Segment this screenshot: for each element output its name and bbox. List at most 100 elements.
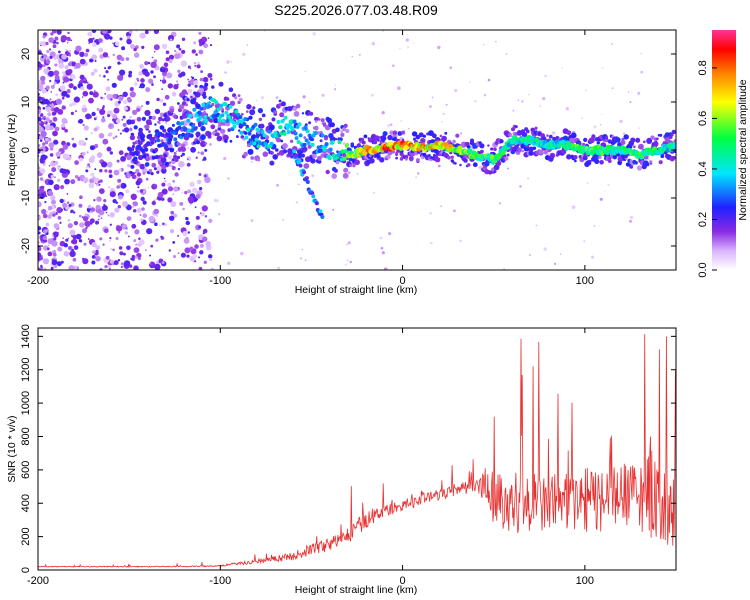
spectrogram-cell bbox=[118, 231, 121, 234]
spectrogram-cell bbox=[121, 46, 126, 51]
spectrogram-cell bbox=[204, 174, 207, 178]
spectrogram-cell bbox=[43, 163, 46, 167]
snr-x-ticks: -200 -100 0 100 bbox=[27, 328, 594, 587]
spectrogram-cell bbox=[139, 214, 142, 216]
spectrogram-cell bbox=[389, 130, 394, 135]
spectrogram-cell bbox=[418, 132, 424, 138]
spectrogram-cell bbox=[57, 166, 61, 171]
spectrogram-cell bbox=[103, 75, 106, 78]
spectrogram-cell bbox=[119, 183, 122, 186]
spectrogram-cell bbox=[91, 42, 97, 48]
spectrogram-cell bbox=[113, 260, 119, 266]
spectrogram-cell bbox=[204, 82, 209, 87]
spectrogram-cell bbox=[619, 119, 623, 123]
spectrogram-cell bbox=[86, 81, 89, 84]
spectrogram-cell bbox=[248, 115, 253, 120]
spectrogram-cell bbox=[73, 245, 79, 250]
spectrogram-cell bbox=[185, 216, 189, 221]
spectrogram-ridge-cell bbox=[169, 134, 174, 139]
spectrogram-cell bbox=[340, 130, 344, 133]
spectrogram-ridge-cell bbox=[148, 133, 153, 138]
spectrogram-cell bbox=[151, 200, 156, 206]
spectrogram-cell bbox=[370, 93, 374, 97]
spectrogram-cell bbox=[594, 158, 600, 164]
spectrogram-cell bbox=[565, 107, 569, 111]
spectrogram-cell bbox=[405, 38, 409, 42]
spectrogram-cell bbox=[97, 214, 101, 218]
spectrogram-cell bbox=[41, 41, 47, 47]
spectrogram-cell bbox=[637, 91, 641, 95]
spectrogram-cell bbox=[659, 133, 663, 137]
spectrogram-cell bbox=[101, 205, 108, 211]
spectrogram-cell bbox=[82, 90, 89, 97]
spectrogram-cell bbox=[89, 166, 91, 169]
spectrogram-cell bbox=[204, 176, 211, 184]
spectrogram-ridge-cell bbox=[155, 132, 160, 137]
spectrogram-cell bbox=[653, 141, 659, 147]
spectrogram-cell bbox=[118, 150, 124, 156]
spectrogram-cell bbox=[444, 131, 448, 135]
spectrogram-cell bbox=[208, 218, 213, 223]
spectrogram-cell bbox=[48, 119, 53, 124]
spectrogram-cell bbox=[447, 155, 451, 160]
spectrogram-cell bbox=[69, 250, 76, 257]
spectrogram-x-ticks: -200 -100 0 100 bbox=[27, 30, 594, 287]
spectrogram-cell bbox=[363, 134, 368, 139]
spectrogram-cell bbox=[63, 243, 68, 248]
spectrogram-cell bbox=[151, 83, 154, 86]
spectrogram-cell bbox=[100, 217, 103, 220]
spectrogram-cell bbox=[301, 112, 305, 115]
spectrogram-ridge-cell bbox=[297, 122, 302, 127]
spectrogram-cell bbox=[242, 52, 246, 57]
spectrogram-cell bbox=[67, 69, 73, 74]
spectrogram-cell bbox=[72, 257, 77, 262]
spectrogram-cell bbox=[612, 155, 617, 160]
spectrogram-cell bbox=[134, 229, 140, 235]
spectrogram-cell bbox=[122, 91, 128, 98]
spectrogram-ridge-cell bbox=[224, 110, 229, 115]
spectrogram-cell bbox=[98, 47, 104, 53]
spectrogram-cell bbox=[113, 169, 120, 176]
spectrogram-cell bbox=[42, 258, 50, 265]
spectrogram-cell bbox=[139, 189, 144, 193]
spectrogram-ridge-cell bbox=[201, 102, 206, 107]
spectrogram-cell bbox=[78, 214, 82, 218]
spectrogram-cell bbox=[93, 127, 98, 132]
spectrogram-cell bbox=[224, 71, 227, 74]
spectrogram-cell bbox=[658, 160, 663, 165]
spectrogram-cell bbox=[149, 262, 152, 265]
spectrogram-cell bbox=[93, 68, 98, 73]
spectrogram-cell bbox=[214, 103, 221, 109]
spectrogram-cell bbox=[387, 134, 393, 141]
spectrogram-cell bbox=[223, 156, 227, 161]
spectrogram-cell bbox=[160, 235, 163, 238]
spectrogram-cell bbox=[92, 37, 95, 40]
spectrogram-cell bbox=[347, 171, 351, 174]
spectrogram-cell bbox=[39, 79, 41, 82]
spectrogram-cell bbox=[43, 68, 50, 75]
spectrogram-cell bbox=[107, 186, 111, 189]
snr-x-tick-label: -200 bbox=[27, 575, 49, 587]
spectrogram-cell bbox=[49, 55, 53, 60]
spectrogram-ridge-cell bbox=[173, 137, 178, 142]
spectrogram-cell bbox=[131, 45, 135, 48]
spectrogram-cell bbox=[105, 86, 111, 92]
spectrogram-cell bbox=[528, 93, 530, 96]
spectrogram-cell bbox=[335, 127, 340, 133]
spectrogram-cell bbox=[38, 50, 42, 55]
spectrogram-cell bbox=[202, 228, 208, 234]
spectrogram-cell bbox=[361, 140, 366, 145]
spectrogram-ridge-cell bbox=[305, 129, 310, 134]
spectrogram-cell bbox=[483, 94, 487, 97]
spectrogram-cell bbox=[161, 168, 167, 174]
spectrogram-ridge-cell bbox=[138, 141, 143, 146]
spectrogram-ridge-cell bbox=[190, 128, 195, 133]
spectrogram-cell bbox=[162, 222, 165, 226]
spectrogram-cell bbox=[227, 128, 231, 132]
figure-title: S225.2026.077.03.48.R09 bbox=[274, 2, 438, 18]
spectrogram-cell bbox=[395, 156, 398, 160]
spectrogram-cell bbox=[194, 244, 199, 249]
spectrogram-cell bbox=[56, 30, 62, 35]
spectrogram-cell bbox=[582, 155, 588, 161]
spectrogram-ridge-cell bbox=[193, 126, 198, 131]
